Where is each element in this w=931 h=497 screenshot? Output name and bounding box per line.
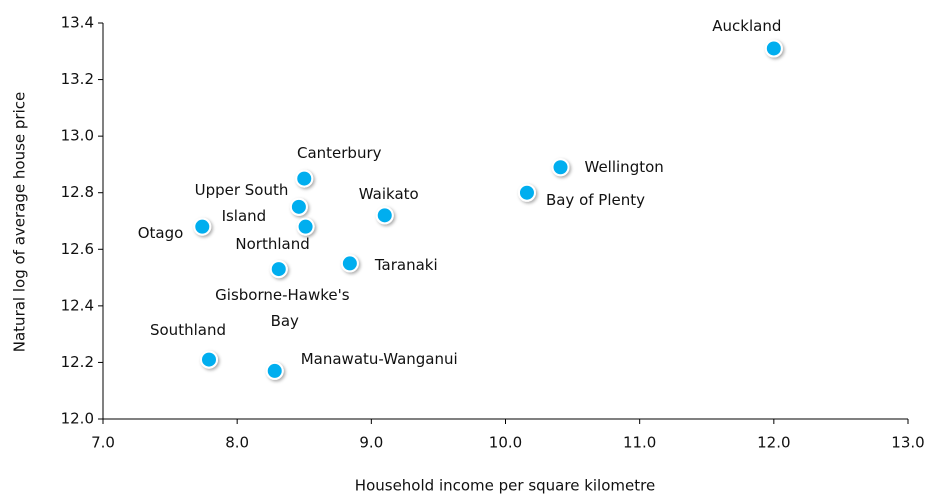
- x-tick-label: 8.0: [225, 434, 249, 452]
- x-tick-label: 9.0: [359, 434, 383, 452]
- point: [375, 206, 394, 225]
- point-label: Southland: [150, 321, 226, 339]
- y-tick-label: 12.6: [61, 240, 94, 258]
- y-tick-label: 12.2: [61, 353, 94, 371]
- y-tick-label: 13.0: [61, 127, 94, 145]
- point-label: Waikato: [359, 185, 419, 203]
- point: [764, 39, 783, 58]
- y-axis-label: Natural log of average house price: [11, 92, 29, 352]
- point: [551, 158, 570, 177]
- x-axis-label: Household income per square kilometre: [355, 477, 655, 495]
- point: [340, 254, 359, 273]
- x-tick-label: 12.0: [757, 434, 790, 452]
- x-tick-label: 10.0: [489, 434, 522, 452]
- point: [296, 217, 315, 236]
- y-tick-label: 12.0: [61, 410, 94, 428]
- point-label: Wellington: [585, 158, 664, 176]
- y-tick-label: 13.2: [61, 70, 94, 88]
- y-tick-label: 13.4: [61, 14, 94, 32]
- point-label: Northland: [235, 235, 309, 253]
- point-label: Canterbury: [297, 144, 382, 162]
- point-label: Gisborne-Hawke's Bay: [215, 286, 354, 330]
- point-label: Taranaki: [374, 256, 438, 274]
- point: [295, 169, 314, 188]
- point: [199, 350, 218, 369]
- point-label: Upper South Island: [195, 180, 294, 224]
- point-label: Otago: [138, 224, 184, 242]
- point: [517, 183, 536, 202]
- point-label: Manawatu-Wanganui: [301, 349, 458, 367]
- point: [265, 361, 284, 380]
- point-label: Bay of Plenty: [546, 191, 645, 209]
- x-tick-label: 11.0: [623, 434, 656, 452]
- x-tick-label: 7.0: [91, 434, 115, 452]
- point: [193, 217, 212, 236]
- y-tick-label: 12.4: [61, 296, 94, 314]
- point: [269, 260, 288, 279]
- point: [289, 197, 308, 216]
- y-tick-label: 12.8: [61, 183, 94, 201]
- x-tick-label: 13.0: [891, 434, 924, 452]
- point-label: Auckland: [712, 17, 781, 35]
